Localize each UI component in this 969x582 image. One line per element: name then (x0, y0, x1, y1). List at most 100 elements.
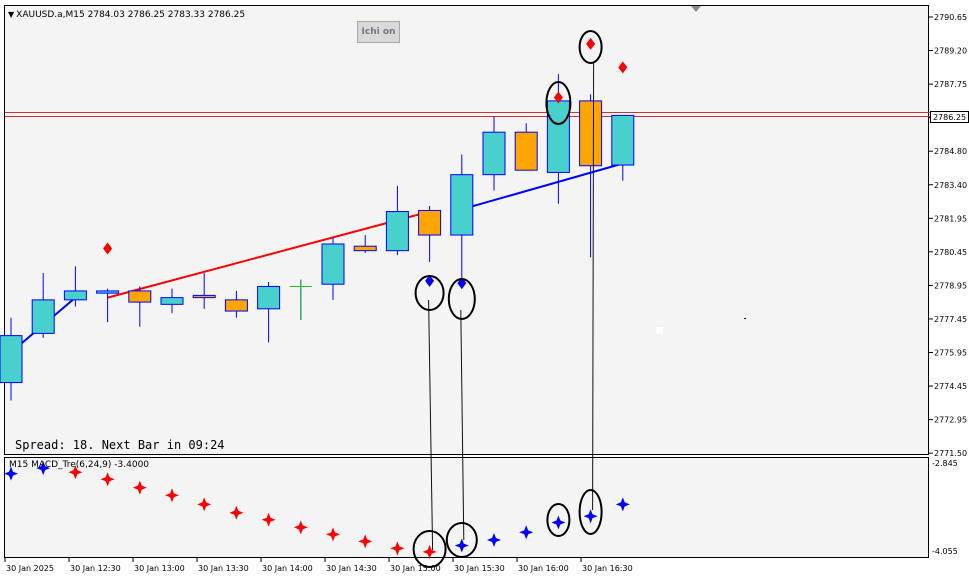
candle (160, 288, 184, 314)
candle (482, 116, 506, 191)
price-axis-label: 2784.80 (934, 147, 967, 156)
annotation-circle (545, 81, 572, 125)
chart-shift-marker-icon[interactable] (691, 6, 701, 12)
red-signal-diamond (103, 242, 113, 255)
time-axis-label: 30 Jan 14:00 (262, 564, 313, 573)
candle-body (385, 211, 409, 252)
price-axis-label: 2771.50 (934, 449, 967, 458)
candle-body (321, 243, 345, 285)
annotation-circle (412, 530, 447, 568)
candle-body (418, 209, 442, 236)
candle-body (482, 131, 506, 176)
price-axis-label: 2774.45 (934, 382, 967, 391)
candle (611, 114, 635, 181)
time-axis-label: 30 Jan 16:30 (582, 564, 633, 573)
price-axis-label: 2789.20 (934, 47, 967, 56)
red-signal-diamond (553, 91, 563, 104)
macd-red-star (422, 544, 437, 559)
macd-red-star (326, 527, 340, 542)
symbol-ohlc-text: XAUUSD.a,M15 2784.03 2786.25 2783.33 278… (16, 10, 246, 20)
candle-body (160, 297, 184, 305)
candle-body (546, 100, 570, 173)
annotation-line (460, 309, 465, 541)
candle (63, 266, 87, 307)
macd-blue-star (454, 538, 469, 553)
price-axis-label: 2787.75 (934, 80, 967, 89)
macd-red-star (165, 488, 179, 503)
price-axis-label: 2778.95 (934, 281, 967, 290)
macd-blue-star (551, 515, 566, 530)
red-signal-diamond (618, 61, 628, 74)
candle-body (257, 285, 281, 310)
candle-body (96, 290, 120, 294)
annotation-circle (445, 522, 478, 558)
candle-body (192, 294, 216, 299)
macd-red-star (261, 512, 276, 527)
collapse-triangle-icon[interactable]: ▼ (8, 10, 15, 19)
macd-blue-star (615, 497, 630, 512)
macd-blue-star (36, 461, 51, 476)
candle (353, 235, 377, 253)
price-axis-label: 2775.95 (934, 349, 967, 358)
current-price-tag: 2786.25 (930, 111, 969, 123)
candle (128, 286, 152, 327)
red-trendline (107, 210, 430, 299)
price-axis-label: 2790.65 (934, 13, 967, 22)
macd-axis-label: -2.845 (932, 459, 958, 468)
candle-body (31, 299, 55, 334)
macd-indicator-pane[interactable] (4, 457, 929, 558)
macd-red-star (132, 480, 147, 495)
annotation-circle (447, 278, 476, 320)
macd-red-star (229, 505, 244, 520)
time-axis-label: 30 Jan 16:00 (518, 564, 569, 573)
time-axis-label: 30 Jan 13:30 (198, 564, 249, 573)
time-axis-label: 30 Jan 12:30 (70, 564, 121, 573)
price-axis-label: 2780.45 (934, 248, 967, 257)
price-axis-label: 2783.40 (934, 181, 967, 190)
candle (31, 273, 55, 338)
candle-body (514, 131, 538, 171)
macd-indicator-label: M15 MACD_Tre(6,24,9) -3.4000 (9, 460, 150, 470)
red-signal-diamond (586, 37, 596, 50)
candle (289, 279, 312, 320)
candle (579, 94, 603, 258)
candle (96, 288, 120, 323)
time-axis-label: 30 Jan 2025 (6, 564, 54, 573)
macd-red-star (358, 534, 373, 549)
time-axis-label: 30 Jan 14:30 (326, 564, 377, 573)
price-axis-label: 2772.95 (934, 416, 967, 425)
candle (385, 185, 409, 256)
candle-body (353, 245, 377, 252)
candle (257, 281, 281, 343)
candle-body (0, 335, 23, 384)
blue-signal-diamond (425, 274, 435, 287)
macd-red-star (100, 472, 115, 487)
candle (192, 273, 216, 309)
candle-body (224, 299, 248, 312)
price-axis-label: 2777.45 (934, 315, 967, 324)
macd-blue-star (4, 466, 18, 481)
candle-body (611, 114, 635, 166)
macd-blue-star (487, 532, 501, 547)
annotation-circle (578, 30, 603, 64)
candle-body (63, 290, 87, 301)
candle (418, 205, 442, 262)
macd-blue-star (583, 509, 598, 524)
candle (321, 237, 345, 300)
macd-red-star (68, 465, 83, 480)
annotation-circle (414, 275, 445, 311)
ichi-on-button[interactable]: Ichi on (357, 21, 400, 43)
macd-blue-star (519, 525, 534, 540)
candle (514, 123, 538, 171)
candle-body (579, 100, 603, 167)
macd-axis-label: -4.055 (932, 547, 958, 556)
time-axis-label: 30 Jan 15:00 (390, 564, 441, 573)
stray-white-dot (656, 327, 663, 334)
time-axis-label: 30 Jan 13:00 (134, 564, 185, 573)
candle-body (128, 290, 152, 303)
blue-trendline (457, 162, 624, 212)
annotation-circle (546, 503, 571, 537)
annotation-line (428, 299, 434, 551)
